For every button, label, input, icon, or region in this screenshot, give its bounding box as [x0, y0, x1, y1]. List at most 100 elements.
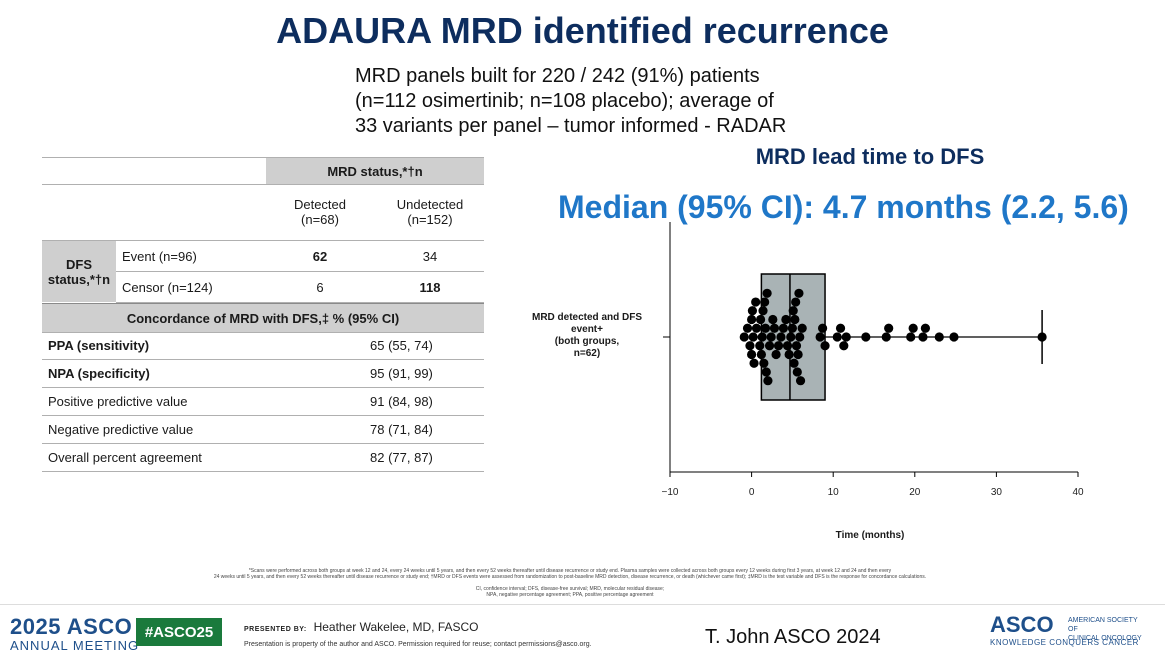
- detected-n: (n=68): [301, 212, 339, 227]
- category-label-line: n=62): [574, 348, 600, 359]
- data-point: [755, 341, 765, 351]
- slide-title: ADAURA MRD identified recurrence: [276, 10, 889, 51]
- data-point: [839, 341, 849, 351]
- data-point: [742, 323, 753, 333]
- asco-side-line: AMERICAN SOCIETY OF: [1068, 617, 1138, 633]
- mrd-panel-summary: MRD panels built for 220 / 242 (91%) pat…: [355, 64, 786, 139]
- event-undetected: 34: [422, 248, 438, 264]
- citation: T. John ASCO 2024: [705, 626, 881, 648]
- data-point: [747, 314, 757, 325]
- undetected-label: Undetected: [396, 197, 464, 212]
- data-point: [790, 314, 800, 325]
- data-point: [791, 297, 801, 307]
- presenter-name: Heather Wakelee, MD, FASCO: [313, 620, 479, 634]
- data-point: [756, 349, 766, 360]
- concordance-header-row: Concordance of MRD with DFS,‡ % (95% CI): [42, 303, 484, 333]
- dfs-label-line: status,*†n: [47, 271, 111, 287]
- x-tick-label: 30: [991, 487, 1003, 498]
- data-point: [934, 332, 944, 342]
- data-point: [820, 341, 830, 351]
- x-tick-label: 40: [1072, 487, 1084, 498]
- summary-line: (n=112 osimertinib; n=108 placebo); aver…: [355, 90, 774, 112]
- table-row: Positive predictive value 91 (84, 98): [42, 388, 484, 416]
- data-point: [784, 349, 794, 360]
- data-point: [762, 288, 772, 298]
- lead-time-chart: MRD detected and DFS event+ (both groups…: [532, 222, 1084, 541]
- dfs-label-line: DFS: [66, 256, 92, 272]
- data-point: [841, 332, 851, 342]
- data-point: [881, 332, 891, 342]
- category-label-line: event+: [571, 324, 603, 335]
- censor-label: Censor (n=124): [122, 279, 213, 295]
- table-row: PPA (sensitivity) 65 (55, 74): [42, 332, 484, 360]
- opa-label: Overall percent agreement: [48, 450, 202, 465]
- data-point: [760, 297, 770, 307]
- property-notice: Presentation is property of the author a…: [244, 641, 592, 648]
- data-point: [758, 306, 768, 316]
- data-point: [759, 358, 769, 368]
- data-point: [795, 376, 806, 386]
- ppv-value: 91 (84, 98): [370, 394, 433, 409]
- data-point: [773, 341, 784, 351]
- data-point: [776, 332, 786, 342]
- asco-wordmark: ASCO: [990, 612, 1054, 637]
- data-point: [751, 323, 762, 333]
- npa-label: NPA (specificity): [48, 366, 150, 381]
- x-tick-label: 10: [828, 487, 840, 498]
- undetected-header: Undetected (n=152): [376, 184, 484, 240]
- table-row: NPA (specificity) 95 (91, 99): [42, 360, 484, 388]
- undetected-n: (n=152): [407, 212, 453, 227]
- data-point: [918, 332, 928, 342]
- asco-logo: ASCO AMERICAN SOCIETY OF CLINICAL ONCOLO…: [990, 612, 1142, 647]
- data-point: [793, 349, 803, 360]
- meeting-logo: 2025 ASCO ANNUAL MEETING: [10, 614, 139, 653]
- footnote-line: NPA, negative percentage agreement; PPA,…: [486, 592, 654, 598]
- data-point: [861, 332, 871, 342]
- data-point: [1037, 332, 1047, 342]
- data-point: [769, 323, 780, 333]
- detected-label: Detected: [293, 197, 347, 212]
- data-point: [791, 341, 802, 351]
- lead-time-title: MRD lead time to DFS: [755, 144, 985, 169]
- data-point: [755, 314, 766, 325]
- table-row: Censor (n=124) 6 118: [116, 272, 484, 303]
- slide-footer: [0, 604, 1165, 664]
- data-point: [787, 323, 797, 333]
- ppa-value: 65 (55, 74): [370, 338, 433, 353]
- data-point: [949, 332, 959, 342]
- data-point: [908, 323, 918, 333]
- event-detected: 62: [312, 248, 328, 264]
- x-tick-label: 20: [909, 487, 921, 498]
- data-point: [788, 306, 798, 316]
- concordance-header: Concordance of MRD with DFS,‡ % (95% CI): [126, 310, 400, 326]
- data-point: [817, 323, 828, 333]
- hashtag-badge: #ASCO25: [136, 618, 222, 646]
- data-point: [906, 332, 916, 342]
- median-lead-time: Median (95% CI): 4.7 months (2.2, 5.6): [558, 189, 1129, 225]
- summary-line: MRD panels built for 220 / 242 (91%) pat…: [355, 65, 760, 87]
- data-point: [745, 341, 755, 351]
- category-label: MRD detected and DFS event+ (both groups…: [532, 312, 642, 359]
- event-label: Event (n=96): [122, 248, 197, 264]
- data-point: [761, 367, 771, 377]
- data-point: [747, 349, 757, 360]
- footnote-line: *Scans were performed across both groups…: [248, 568, 892, 574]
- data-point: [815, 332, 825, 342]
- data-point: [748, 332, 758, 342]
- npv-label: Negative predictive value: [48, 422, 194, 437]
- footnote-line: CI, confidence interval; DFS, disease-fr…: [475, 586, 665, 592]
- censor-detected: 6: [316, 279, 324, 295]
- meeting-year-name: 2025 ASCO: [10, 614, 133, 639]
- data-points: [739, 288, 1047, 386]
- data-point: [794, 288, 804, 298]
- data-point: [795, 332, 805, 342]
- meeting-sub: ANNUAL MEETING: [10, 638, 140, 653]
- data-point: [739, 332, 749, 342]
- censor-undetected: 118: [419, 279, 441, 295]
- data-point: [920, 323, 931, 333]
- data-point: [764, 341, 775, 351]
- data-point: [768, 314, 778, 325]
- x-tick-label: 0: [749, 487, 755, 498]
- data-point: [760, 323, 771, 333]
- category-label-line: (both groups,: [555, 336, 620, 347]
